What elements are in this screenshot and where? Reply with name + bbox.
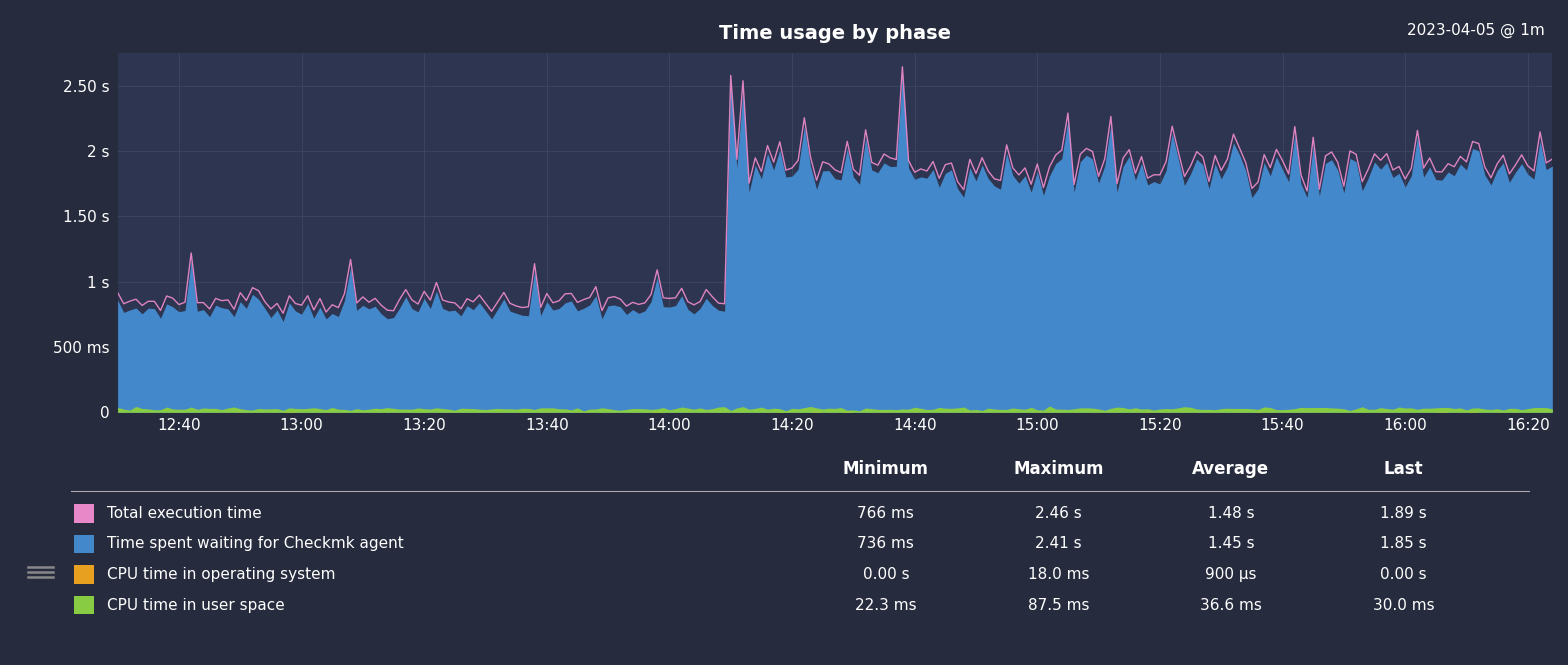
Text: 22.3 ms: 22.3 ms bbox=[855, 598, 917, 612]
Title: Time usage by phase: Time usage by phase bbox=[720, 25, 950, 43]
Text: 30.0 ms: 30.0 ms bbox=[1372, 598, 1435, 612]
Text: Time spent waiting for Checkmk agent: Time spent waiting for Checkmk agent bbox=[107, 537, 403, 551]
Text: 2.46 s: 2.46 s bbox=[1035, 506, 1082, 521]
Text: 0.00 s: 0.00 s bbox=[862, 567, 909, 582]
Text: Minimum: Minimum bbox=[844, 460, 928, 478]
Text: 900 μs: 900 μs bbox=[1206, 567, 1256, 582]
Text: 736 ms: 736 ms bbox=[858, 537, 914, 551]
Text: 2.41 s: 2.41 s bbox=[1035, 537, 1082, 551]
Text: 87.5 ms: 87.5 ms bbox=[1027, 598, 1090, 612]
Text: Maximum: Maximum bbox=[1013, 460, 1104, 478]
Text: 1.45 s: 1.45 s bbox=[1207, 537, 1254, 551]
Text: 18.0 ms: 18.0 ms bbox=[1027, 567, 1090, 582]
Text: CPU time in operating system: CPU time in operating system bbox=[107, 567, 336, 582]
Text: 766 ms: 766 ms bbox=[858, 506, 914, 521]
Text: 36.6 ms: 36.6 ms bbox=[1200, 598, 1262, 612]
Text: Last: Last bbox=[1383, 460, 1424, 478]
Text: 2023-04-05 @ 1m: 2023-04-05 @ 1m bbox=[1406, 23, 1544, 39]
Text: CPU time in user space: CPU time in user space bbox=[107, 598, 284, 612]
Text: 1.85 s: 1.85 s bbox=[1380, 537, 1427, 551]
Text: Average: Average bbox=[1192, 460, 1270, 478]
Text: 0.00 s: 0.00 s bbox=[1380, 567, 1427, 582]
Text: 1.48 s: 1.48 s bbox=[1207, 506, 1254, 521]
Text: Total execution time: Total execution time bbox=[107, 506, 262, 521]
Text: 1.89 s: 1.89 s bbox=[1380, 506, 1427, 521]
